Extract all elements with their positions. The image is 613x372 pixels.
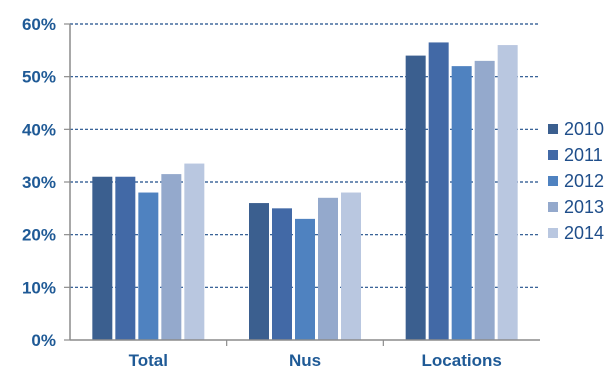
legend-label-2011: 2011 bbox=[564, 145, 603, 165]
category-label-total: Total bbox=[129, 351, 168, 370]
y-tick-label: 40% bbox=[22, 120, 56, 139]
y-tick-label: 60% bbox=[22, 15, 56, 34]
legend-swatch-2010 bbox=[548, 124, 558, 134]
bar-locations-2014 bbox=[497, 45, 518, 341]
bars bbox=[92, 42, 518, 341]
bar-locations-2010 bbox=[405, 55, 426, 340]
y-tick-label: 0% bbox=[31, 331, 56, 350]
legend: 2010 2011 2012 2013 2014 bbox=[548, 119, 604, 243]
bar-nus-2012 bbox=[295, 218, 315, 340]
bar-nus-2014 bbox=[341, 192, 361, 340]
legend-label-2010: 2010 bbox=[564, 119, 604, 139]
bar-locations-2011 bbox=[428, 42, 449, 340]
legend-label-2013: 2013 bbox=[564, 197, 604, 217]
bar-nus-2010 bbox=[249, 203, 269, 340]
bar-total-2010 bbox=[92, 176, 113, 340]
legend-label-2014: 2014 bbox=[564, 223, 604, 243]
legend-swatch-2013 bbox=[548, 202, 558, 212]
bar-total-2012 bbox=[138, 192, 159, 340]
legend-swatch-2014 bbox=[548, 228, 558, 238]
bar-total-2013 bbox=[161, 174, 182, 340]
legend-swatch-2012 bbox=[548, 176, 558, 186]
y-tick-labels: 0% 10% 20% 30% 40% 50% 60% bbox=[22, 15, 56, 350]
legend-label-2012: 2012 bbox=[564, 171, 604, 191]
y-tick-label: 50% bbox=[22, 68, 56, 87]
category-label-locations: Locations bbox=[422, 351, 502, 370]
bar-nus-2011 bbox=[272, 208, 292, 340]
legend-swatch-2011 bbox=[548, 150, 558, 160]
category-labels: Total Nus Locations bbox=[129, 351, 502, 370]
bar-nus-2013 bbox=[318, 197, 338, 340]
bar-locations-2012 bbox=[451, 66, 472, 340]
category-label-nus: Nus bbox=[289, 351, 321, 370]
y-tick-label: 20% bbox=[22, 226, 56, 245]
y-tick-label: 30% bbox=[22, 173, 56, 192]
bar-locations-2013 bbox=[474, 60, 495, 340]
bar-total-2014 bbox=[184, 163, 205, 340]
y-tick-label: 10% bbox=[22, 278, 56, 297]
axes bbox=[64, 23, 540, 346]
bar-total-2011 bbox=[115, 176, 136, 340]
